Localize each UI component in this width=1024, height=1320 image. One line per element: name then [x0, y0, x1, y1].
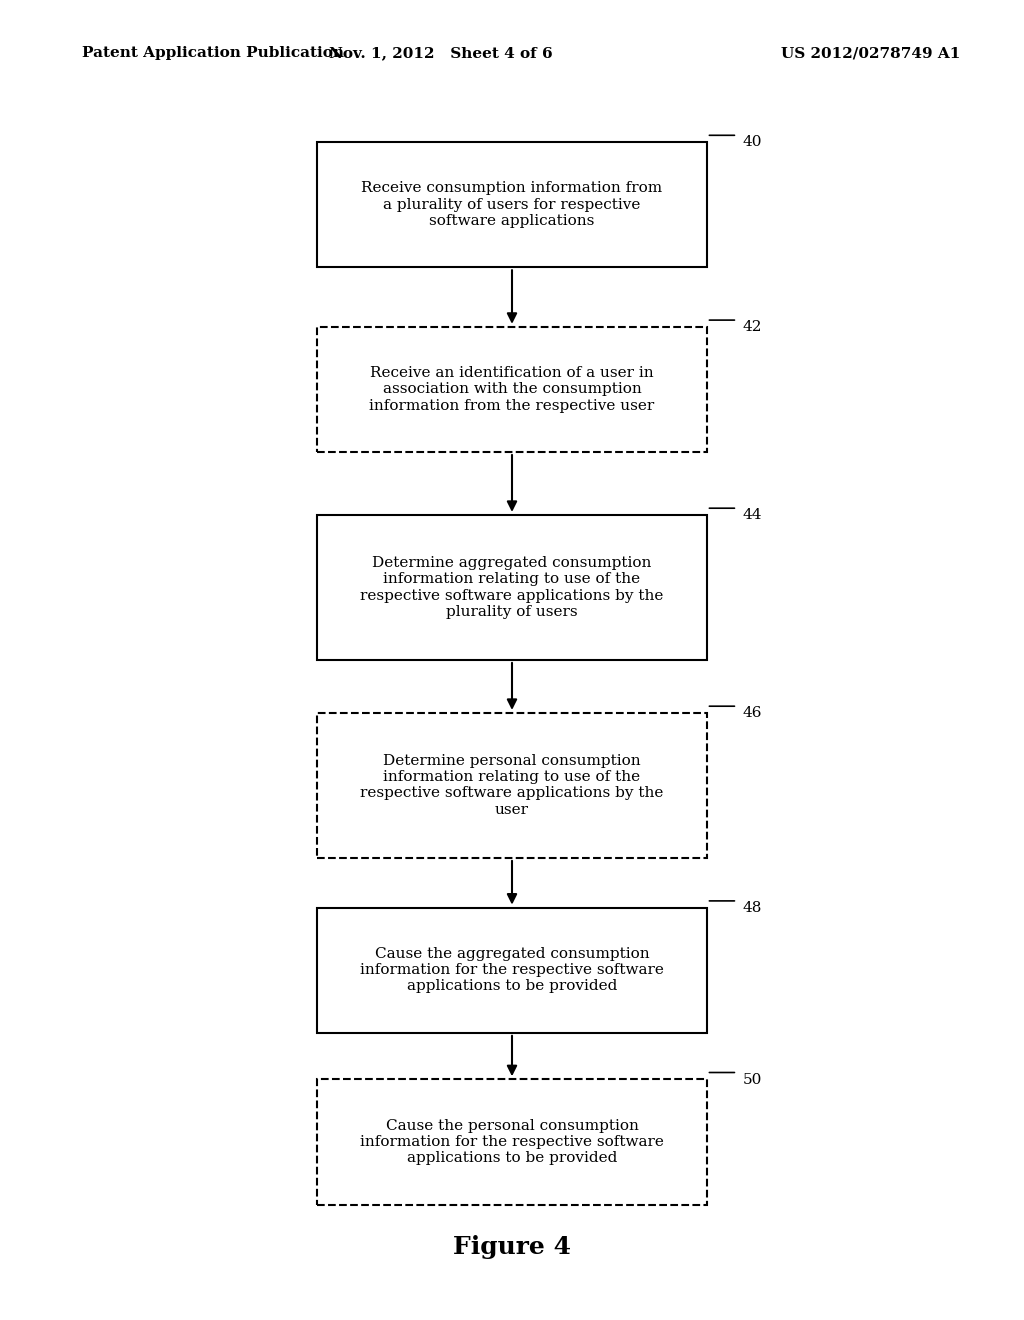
Text: Determine aggregated consumption
information relating to use of the
respective s: Determine aggregated consumption informa…: [360, 556, 664, 619]
FancyBboxPatch shape: [317, 1080, 707, 1204]
Text: Receive consumption information from
a plurality of users for respective
softwar: Receive consumption information from a p…: [361, 181, 663, 228]
Text: US 2012/0278749 A1: US 2012/0278749 A1: [780, 46, 961, 61]
Text: Receive an identification of a user in
association with the consumption
informat: Receive an identification of a user in a…: [370, 366, 654, 413]
Text: Figure 4: Figure 4: [453, 1236, 571, 1259]
Text: 50: 50: [742, 1072, 762, 1086]
Text: 48: 48: [742, 900, 762, 915]
FancyBboxPatch shape: [317, 143, 707, 267]
FancyBboxPatch shape: [317, 713, 707, 858]
FancyBboxPatch shape: [317, 515, 707, 660]
Text: 46: 46: [742, 706, 762, 721]
Text: Nov. 1, 2012   Sheet 4 of 6: Nov. 1, 2012 Sheet 4 of 6: [329, 46, 552, 61]
Text: Cause the personal consumption
information for the respective software
applicati: Cause the personal consumption informati…: [360, 1118, 664, 1166]
Text: 42: 42: [742, 319, 762, 334]
Text: 44: 44: [742, 508, 762, 523]
Text: Determine personal consumption
information relating to use of the
respective sof: Determine personal consumption informati…: [360, 754, 664, 817]
Text: 40: 40: [742, 135, 762, 149]
FancyBboxPatch shape: [317, 326, 707, 451]
Text: Cause the aggregated consumption
information for the respective software
applica: Cause the aggregated consumption informa…: [360, 946, 664, 994]
FancyBboxPatch shape: [317, 908, 707, 1032]
Text: Patent Application Publication: Patent Application Publication: [82, 46, 344, 61]
